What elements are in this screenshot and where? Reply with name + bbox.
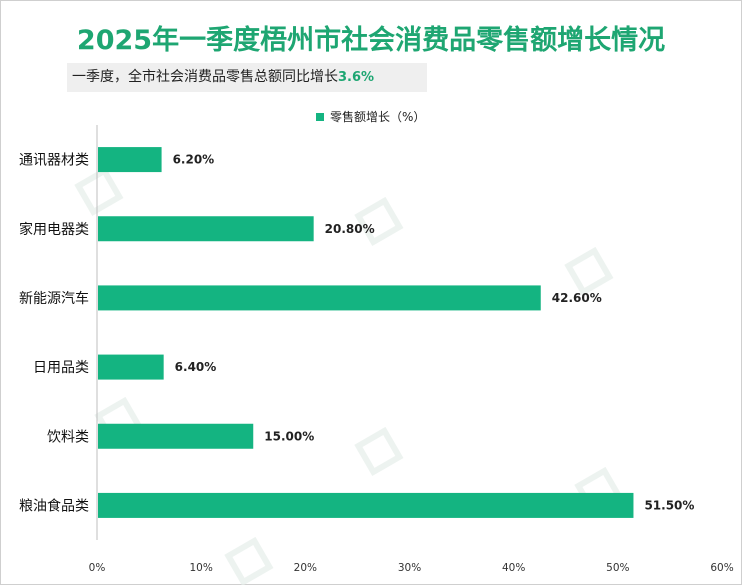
x-tick-label: 0%: [89, 562, 106, 574]
x-tick-label: 10%: [189, 562, 212, 574]
value-label: 51.50%: [644, 498, 694, 512]
legend-label: 零售额增长（%）: [330, 110, 426, 124]
legend: 零售额增长（%）: [316, 108, 425, 125]
category-label: 粮油食品类: [19, 497, 89, 514]
x-tick-label: 40%: [502, 562, 525, 574]
legend-swatch: [316, 112, 324, 121]
category-label: 新能源汽车: [19, 290, 89, 307]
bars-layer: [98, 147, 634, 518]
chart-title: 2025年一季度梧州市社会消费品零售额增长情况: [76, 25, 666, 56]
category-label: 饮料类: [47, 429, 89, 445]
category-label: 日用品类: [33, 360, 89, 376]
bar: [98, 492, 634, 518]
axis-layer: 0% 10% 20% 30% 40% 50% 60%: [89, 125, 734, 574]
x-tick-label: 50%: [606, 562, 629, 574]
watermark-logo: [564, 246, 614, 297]
value-label: 20.80%: [325, 222, 375, 236]
bar: [98, 354, 164, 380]
watermark-mark: [224, 536, 274, 585]
value-label: 15.00%: [264, 429, 314, 443]
watermark-logo: [224, 536, 274, 585]
watermark-logo: [74, 166, 124, 217]
category-label: 通讯器材类: [19, 153, 89, 169]
value-label: 42.60%: [552, 291, 602, 305]
watermark-logo: [354, 426, 404, 477]
watermark-logo: [354, 196, 404, 247]
labels-layer: 通讯器材类 6.20% 家用电器类 20.80% 新能源汽车 42.60% 日用品类 6.40…: [19, 153, 694, 515]
value-label: 6.20%: [173, 153, 215, 167]
watermark-mark: [74, 166, 124, 217]
x-tick-label: 60%: [710, 562, 733, 574]
bar: [98, 147, 162, 173]
bar: [98, 423, 254, 449]
category-label: 家用电器类: [19, 221, 89, 238]
watermark-mark: [354, 426, 404, 477]
subtitle: 一季度，全市社会消费品零售总额同比增长3.6%: [72, 67, 374, 88]
subtitle-text: 一季度，全市社会消费品零售总额同比增长: [72, 69, 338, 85]
bar: [98, 216, 314, 242]
bar: [98, 285, 541, 311]
x-tick-label: 20%: [294, 562, 317, 574]
x-tick-label: 30%: [398, 562, 421, 574]
subtitle-background: [67, 63, 427, 92]
value-label: 6.40%: [175, 360, 217, 374]
subtitle-growth-value: 3.6%: [338, 70, 375, 85]
watermark-mark: [354, 196, 404, 247]
watermark-layer: [74, 166, 624, 585]
watermark-mark: [564, 246, 614, 297]
